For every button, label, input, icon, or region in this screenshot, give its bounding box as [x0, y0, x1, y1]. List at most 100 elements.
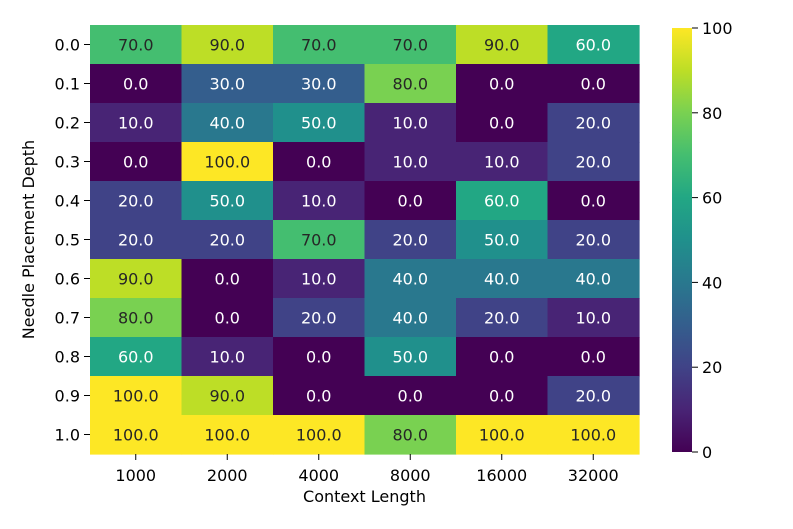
heatmap-cell: [273, 25, 366, 65]
y-tick-label: 0.3: [55, 153, 80, 172]
x-tick-label: 32000: [568, 466, 619, 485]
cell-value-label: 50.0: [484, 231, 520, 250]
cell-value-label: 70.0: [118, 36, 154, 55]
cell-value-label: 100.0: [113, 387, 159, 406]
colorbar-tick-label: 0: [702, 443, 712, 462]
heatmap-cell: [547, 337, 640, 377]
cell-value-label: 0.0: [489, 75, 514, 94]
cell-value-label: 60.0: [118, 348, 154, 367]
cell-value-label: 70.0: [301, 231, 337, 250]
heatmap-cell: [547, 181, 640, 221]
heatmap-cell: [181, 181, 274, 221]
heatmap-cell: [181, 64, 274, 104]
heatmap-cell: [364, 415, 457, 455]
cell-value-label: 10.0: [484, 153, 520, 172]
heatmap-cell: [90, 259, 183, 299]
cell-value-label: 100.0: [479, 426, 525, 445]
y-tick-label: 0.2: [55, 114, 80, 133]
cell-value-label: 0.0: [306, 387, 331, 406]
cell-value-label: 90.0: [209, 387, 245, 406]
heatmap-cell: [456, 25, 549, 65]
heatmap-cell: [90, 376, 183, 416]
heatmap-cell: [456, 220, 549, 260]
heatmap-cell: [90, 25, 183, 65]
heatmap-cell: [181, 415, 274, 455]
heatmap-cell: [547, 298, 640, 338]
y-tick-label: 1.0: [55, 426, 80, 445]
x-axis: 1000 2000 4000 8000 16000 32000: [115, 454, 619, 485]
cell-value-label: 40.0: [209, 114, 245, 133]
heatmap-cell: [456, 103, 549, 143]
cell-value-label: 100.0: [296, 426, 342, 445]
cell-value-label: 0.0: [215, 270, 240, 289]
colorbar-tick-label: 40: [702, 273, 722, 292]
heatmap-cell: [364, 64, 457, 104]
heatmap-cell: [456, 337, 549, 377]
y-tick-label: 0.7: [55, 309, 80, 328]
cell-value-label: 90.0: [484, 36, 520, 55]
y-tick-label: 0.0: [55, 36, 80, 55]
heatmap-cell: [273, 64, 366, 104]
heatmap-cell: [364, 259, 457, 299]
heatmap-cell: [273, 181, 366, 221]
cell-value-label: 20.0: [301, 309, 337, 328]
cell-value-label: 0.0: [123, 153, 148, 172]
heatmap-cell: [90, 298, 183, 338]
heatmap-cell: [364, 220, 457, 260]
heatmap-cell: [90, 337, 183, 377]
heatmap-cell: [90, 181, 183, 221]
y-tick-label: 0.8: [55, 348, 80, 367]
cell-value-label: 20.0: [209, 231, 245, 250]
colorbar-tick-label: 80: [702, 104, 722, 123]
heatmap-cell: [181, 142, 274, 182]
heatmap-cell: [90, 142, 183, 182]
x-tick-label: 2000: [207, 466, 248, 485]
heatmap-cell: [364, 142, 457, 182]
heatmap-cells: [90, 25, 640, 455]
heatmap-cell: [181, 259, 274, 299]
heatmap-cell: [273, 337, 366, 377]
y-tick-label: 0.6: [55, 270, 80, 289]
heatmap-cell: [364, 25, 457, 65]
cell-value-label: 80.0: [392, 75, 428, 94]
cell-value-label: 20.0: [575, 114, 611, 133]
heatmap-cell: [181, 337, 274, 377]
heatmap-cell: [181, 376, 274, 416]
heatmap-cell-labels: 70.0 90.0 70.0 70.0 90.0 60.0 0.0 30.0 30.0 80.0 0…: [113, 36, 616, 445]
cell-value-label: 40.0: [575, 270, 611, 289]
heatmap-cell: [547, 415, 640, 455]
heatmap-cell: [547, 376, 640, 416]
heatmap-cell: [364, 298, 457, 338]
heatmap-cell: [547, 220, 640, 260]
cell-value-label: 0.0: [215, 309, 240, 328]
x-tick-label: 8000: [390, 466, 431, 485]
cell-value-label: 100.0: [204, 153, 250, 172]
colorbar-gradient: [672, 28, 692, 452]
cell-value-label: 50.0: [209, 192, 245, 211]
cell-value-label: 20.0: [575, 153, 611, 172]
heatmap-cell: [90, 415, 183, 455]
heatmap-cell: [364, 376, 457, 416]
cell-value-label: 50.0: [392, 348, 428, 367]
y-axis: 0.0 0.1 0.2 0.3 0.4 0.5 0.6 0.7 0.8 0.9 1.0: [55, 36, 90, 445]
cell-value-label: 40.0: [484, 270, 520, 289]
cell-value-label: 0.0: [581, 348, 606, 367]
cell-value-label: 20.0: [118, 192, 154, 211]
heatmap-cell: [456, 376, 549, 416]
cell-value-label: 0.0: [306, 153, 331, 172]
cell-value-label: 80.0: [392, 426, 428, 445]
heatmap-cell: [456, 142, 549, 182]
heatmap-cell: [273, 298, 366, 338]
cell-value-label: 70.0: [301, 36, 337, 55]
cell-value-label: 0.0: [123, 75, 148, 94]
heatmap-cell: [547, 103, 640, 143]
y-tick-label: 0.1: [55, 75, 80, 94]
heatmap-cell: [364, 103, 457, 143]
heatmap-cell: [547, 25, 640, 65]
heatmap-cell: [364, 181, 457, 221]
y-tick-label: 0.5: [55, 231, 80, 250]
cell-value-label: 0.0: [581, 75, 606, 94]
heatmap-cell: [181, 298, 274, 338]
x-tick-label: 1000: [115, 466, 156, 485]
